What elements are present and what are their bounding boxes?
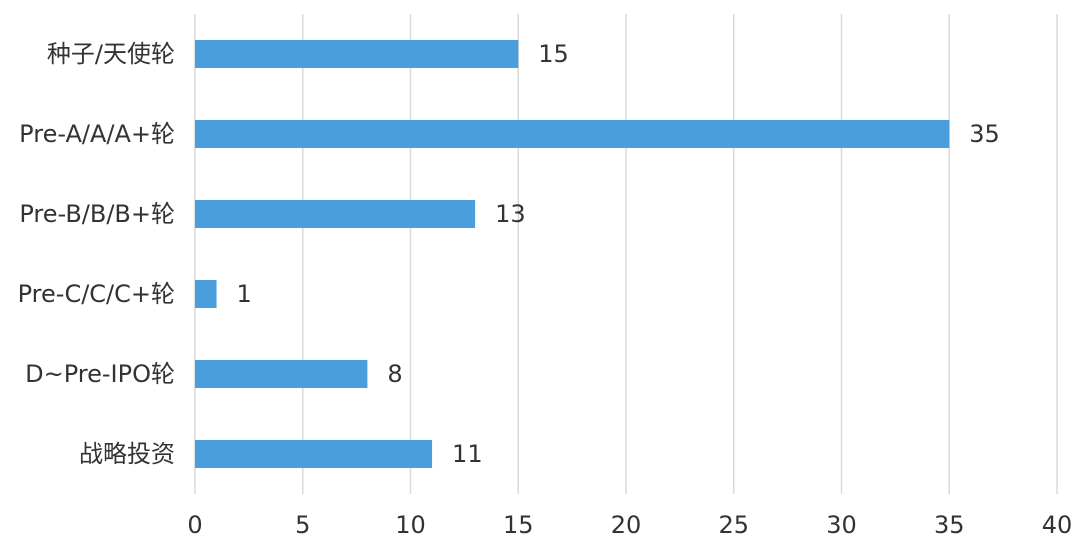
x-tick-label: 25 bbox=[718, 511, 749, 539]
y-tick-label: 种子/天使轮 bbox=[47, 40, 175, 68]
x-tick-label: 15 bbox=[503, 511, 534, 539]
x-tick-label: 0 bbox=[187, 511, 202, 539]
x-tick-label: 35 bbox=[934, 511, 965, 539]
value-label: 1 bbox=[237, 280, 252, 308]
x-tick-label: 30 bbox=[826, 511, 857, 539]
bar bbox=[195, 200, 476, 228]
bar bbox=[195, 120, 950, 148]
x-tick-label: 10 bbox=[395, 511, 426, 539]
y-tick-label: D~Pre-IPO轮 bbox=[25, 360, 175, 388]
x-tick-label: 5 bbox=[295, 511, 310, 539]
bar bbox=[195, 360, 368, 388]
x-tick-label: 20 bbox=[611, 511, 642, 539]
value-label: 15 bbox=[538, 40, 569, 68]
bar bbox=[195, 280, 217, 308]
value-label: 11 bbox=[452, 440, 483, 468]
bar bbox=[195, 440, 433, 468]
bar bbox=[195, 40, 519, 68]
x-tick-label: 40 bbox=[1042, 511, 1073, 539]
value-label: 8 bbox=[387, 360, 402, 388]
y-tick-label: Pre-B/B/B+轮 bbox=[19, 200, 175, 228]
y-tick-label: Pre-C/C/C+轮 bbox=[18, 280, 175, 308]
y-tick-label: 战略投资 bbox=[79, 440, 175, 468]
value-label: 13 bbox=[495, 200, 526, 228]
y-tick-label: Pre-A/A/A+轮 bbox=[19, 120, 175, 148]
value-label: 35 bbox=[969, 120, 1000, 148]
